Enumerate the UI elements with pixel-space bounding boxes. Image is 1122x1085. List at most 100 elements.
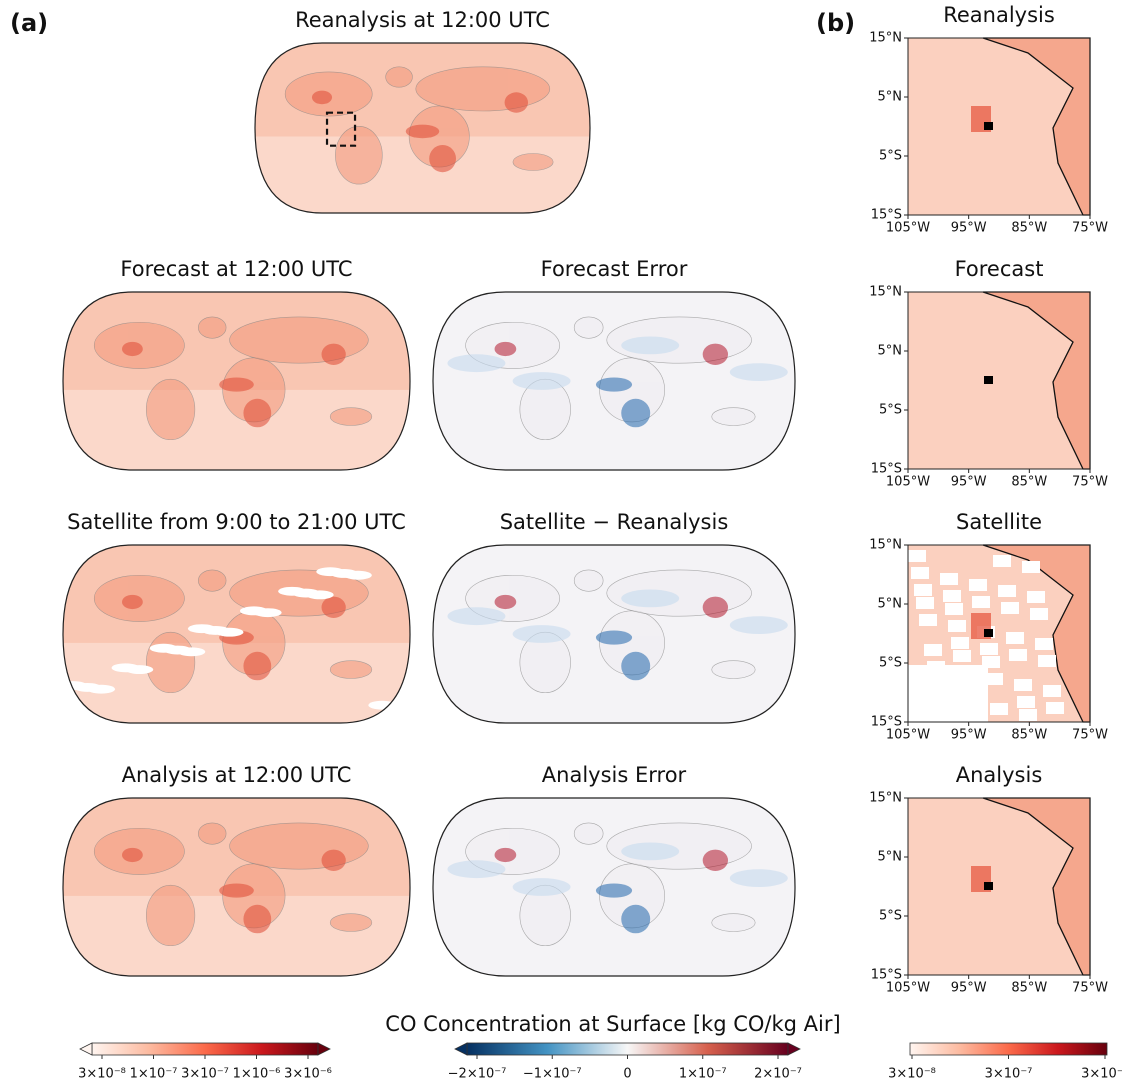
map xyxy=(433,798,795,976)
label: 15°N xyxy=(869,538,902,553)
label: (b) xyxy=(816,9,855,37)
map-outline xyxy=(432,797,796,977)
hotspot xyxy=(321,343,346,365)
anomaly xyxy=(447,860,506,879)
label: 1×10⁻⁶ xyxy=(233,1067,281,1082)
no-data xyxy=(239,606,268,616)
frame xyxy=(907,797,1091,976)
hotspot xyxy=(219,883,254,898)
label: 5°N xyxy=(878,850,903,865)
label: 15°S xyxy=(871,968,902,983)
hotspot xyxy=(429,145,456,173)
regional-map xyxy=(908,37,1091,216)
continent xyxy=(573,569,604,592)
continent xyxy=(711,660,756,679)
no-data xyxy=(980,643,998,655)
no-data xyxy=(985,673,1003,685)
hotspot xyxy=(702,343,729,365)
colorbar xyxy=(91,1042,319,1056)
continent xyxy=(198,822,227,845)
no-data xyxy=(914,584,932,596)
anomaly xyxy=(621,842,680,861)
continent xyxy=(145,378,196,441)
label: 5°N xyxy=(878,90,903,105)
no-data xyxy=(111,663,140,673)
anomaly xyxy=(512,625,571,643)
hotspot xyxy=(494,594,517,610)
no-data xyxy=(943,590,961,602)
hotspot xyxy=(321,849,346,871)
label: 75°W xyxy=(1072,475,1108,490)
label: 3×10⁻⁶ xyxy=(284,1067,332,1082)
hotspot xyxy=(121,341,143,357)
map-outline xyxy=(432,544,796,724)
colorbar xyxy=(909,1042,1108,1056)
continent xyxy=(573,316,604,339)
anomaly xyxy=(729,869,788,887)
island xyxy=(984,882,993,890)
label: 5°S xyxy=(879,149,902,164)
label: 2×10⁻⁷ xyxy=(754,1067,802,1082)
hotspot xyxy=(595,630,633,645)
no-data xyxy=(1001,602,1019,614)
label: 95°W xyxy=(951,728,987,743)
no-data xyxy=(908,550,926,562)
no-data xyxy=(951,637,969,649)
label: Satellite xyxy=(956,510,1042,534)
hotspot xyxy=(405,124,440,139)
label: Analysis at 12:00 UTC xyxy=(122,763,352,787)
continent xyxy=(335,125,383,185)
label: 105°W xyxy=(886,981,930,996)
label: Forecast xyxy=(955,257,1044,281)
extend-low xyxy=(454,1042,468,1056)
map xyxy=(433,292,795,470)
continent xyxy=(711,913,756,932)
hotspot xyxy=(219,377,254,392)
map-outline xyxy=(62,797,411,977)
hotspot xyxy=(621,904,651,934)
no-data xyxy=(1006,632,1024,644)
label: 5°S xyxy=(879,909,902,924)
regional-map xyxy=(908,797,1091,976)
hotspot xyxy=(595,377,633,392)
no-data xyxy=(990,703,1008,715)
continent xyxy=(198,316,227,339)
label: 85°W xyxy=(1011,981,1047,996)
label: 5°N xyxy=(878,597,903,612)
hotspot xyxy=(621,651,651,681)
label: 0 xyxy=(623,1067,631,1082)
island xyxy=(984,629,993,637)
label: −1×10⁻⁷ xyxy=(523,1067,582,1082)
hotspot xyxy=(311,90,333,105)
label: Satellite − Reanalysis xyxy=(500,510,729,534)
label: 3×10⁻⁷ xyxy=(985,1067,1033,1082)
colorbar xyxy=(466,1042,789,1056)
continent xyxy=(329,660,373,679)
no-data xyxy=(187,624,216,634)
label: 3×10⁻⁸ xyxy=(888,1067,936,1082)
no-data xyxy=(149,643,178,653)
label: 15°S xyxy=(871,715,902,730)
map xyxy=(255,43,590,213)
label: 85°W xyxy=(1011,728,1047,743)
label: Reanalysis xyxy=(943,3,1055,27)
label: 5°N xyxy=(878,344,903,359)
label: Forecast Error xyxy=(541,257,688,281)
label: 3×10⁻⁸ xyxy=(78,1067,126,1082)
no-data xyxy=(969,579,987,591)
label: −2×10⁻⁷ xyxy=(448,1067,507,1082)
frame xyxy=(907,37,1091,216)
map xyxy=(63,545,410,723)
map xyxy=(63,798,410,976)
hotspot xyxy=(121,594,143,610)
no-data xyxy=(278,586,306,596)
no-data xyxy=(1043,685,1061,697)
continent xyxy=(573,822,604,845)
no-data xyxy=(1014,679,1032,691)
anomaly xyxy=(729,616,788,634)
hotspot xyxy=(595,883,633,898)
island xyxy=(984,122,993,130)
no-data xyxy=(1019,709,1037,721)
label: Satellite from 9:00 to 21:00 UTC xyxy=(67,510,406,534)
